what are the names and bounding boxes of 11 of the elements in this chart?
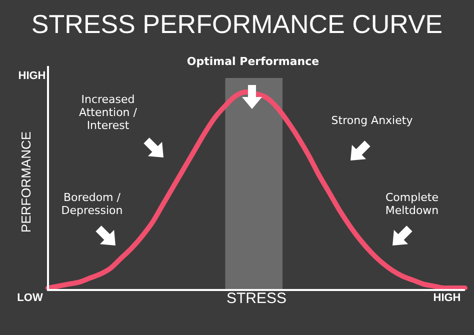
annotation: Increased Attention / Interest [79,92,138,132]
chart-title: STRESS PERFORMANCE CURVE [31,9,443,40]
annotation: Strong Anxiety [331,114,414,127]
text: LOW [17,292,44,304]
text: HIGH [433,292,461,304]
text: HIGH [18,70,46,82]
annotation: Boredom / Depression [61,190,123,217]
x-axis-title: STRESS [226,290,287,308]
text: Optimal Performance [186,54,320,68]
annotation: Complete Meltdown [385,190,439,217]
y-axis-title: PERFORMANCE [18,131,34,233]
